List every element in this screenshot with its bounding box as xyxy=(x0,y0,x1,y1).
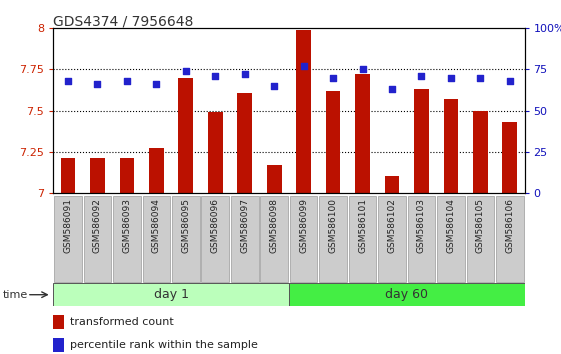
Point xyxy=(505,78,514,84)
FancyBboxPatch shape xyxy=(113,195,141,282)
Bar xyxy=(289,283,525,306)
Point xyxy=(388,86,397,92)
FancyBboxPatch shape xyxy=(260,195,288,282)
Text: GSM586094: GSM586094 xyxy=(152,198,161,253)
FancyBboxPatch shape xyxy=(467,195,494,282)
Text: GDS4374 / 7956648: GDS4374 / 7956648 xyxy=(53,14,194,28)
Text: GSM586100: GSM586100 xyxy=(329,198,338,253)
FancyBboxPatch shape xyxy=(349,195,376,282)
Bar xyxy=(267,165,282,193)
FancyBboxPatch shape xyxy=(142,195,170,282)
Bar xyxy=(296,30,311,193)
Text: GSM586104: GSM586104 xyxy=(447,198,456,253)
Point xyxy=(63,78,72,84)
Text: GSM586092: GSM586092 xyxy=(93,198,102,253)
FancyBboxPatch shape xyxy=(408,195,435,282)
Bar xyxy=(149,148,164,193)
Text: GSM586091: GSM586091 xyxy=(63,198,72,253)
Bar xyxy=(503,122,517,193)
Text: percentile rank within the sample: percentile rank within the sample xyxy=(70,340,257,350)
Bar xyxy=(90,158,105,193)
Bar xyxy=(61,158,75,193)
Text: day 1: day 1 xyxy=(154,288,188,301)
Bar xyxy=(237,92,252,193)
Bar xyxy=(355,74,370,193)
Text: GSM586097: GSM586097 xyxy=(240,198,249,253)
Point xyxy=(181,68,190,74)
FancyBboxPatch shape xyxy=(437,195,465,282)
Point xyxy=(152,81,161,87)
Point xyxy=(211,73,220,79)
FancyBboxPatch shape xyxy=(84,195,111,282)
Text: transformed count: transformed count xyxy=(70,317,173,327)
Point xyxy=(329,75,338,81)
FancyBboxPatch shape xyxy=(378,195,406,282)
Text: GSM586096: GSM586096 xyxy=(211,198,220,253)
Text: GSM586098: GSM586098 xyxy=(270,198,279,253)
Point xyxy=(447,75,456,81)
Point xyxy=(270,83,279,89)
Point xyxy=(122,78,131,84)
Text: GSM586102: GSM586102 xyxy=(388,198,397,253)
Point xyxy=(358,67,367,72)
Text: GSM586095: GSM586095 xyxy=(181,198,190,253)
Bar xyxy=(326,91,341,193)
Text: time: time xyxy=(3,290,28,300)
Bar xyxy=(53,338,63,352)
FancyBboxPatch shape xyxy=(172,195,200,282)
Point xyxy=(476,75,485,81)
Point xyxy=(299,63,308,69)
Bar xyxy=(53,315,63,329)
Text: day 60: day 60 xyxy=(385,288,428,301)
FancyBboxPatch shape xyxy=(290,195,318,282)
FancyBboxPatch shape xyxy=(319,195,347,282)
Bar xyxy=(208,112,223,193)
Point xyxy=(93,81,102,87)
FancyBboxPatch shape xyxy=(201,195,229,282)
Point xyxy=(240,72,249,77)
Text: GSM586106: GSM586106 xyxy=(505,198,514,253)
Point xyxy=(417,73,426,79)
Bar xyxy=(444,99,458,193)
Text: GSM586101: GSM586101 xyxy=(358,198,367,253)
FancyBboxPatch shape xyxy=(231,195,259,282)
Text: GSM586099: GSM586099 xyxy=(299,198,308,253)
Bar xyxy=(178,78,193,193)
Bar xyxy=(53,283,289,306)
Text: GSM586093: GSM586093 xyxy=(122,198,131,253)
FancyBboxPatch shape xyxy=(54,195,82,282)
Bar xyxy=(385,177,399,193)
Bar xyxy=(414,89,429,193)
FancyBboxPatch shape xyxy=(496,195,523,282)
Bar xyxy=(473,111,488,193)
Text: GSM586103: GSM586103 xyxy=(417,198,426,253)
Text: GSM586105: GSM586105 xyxy=(476,198,485,253)
Bar xyxy=(119,158,134,193)
